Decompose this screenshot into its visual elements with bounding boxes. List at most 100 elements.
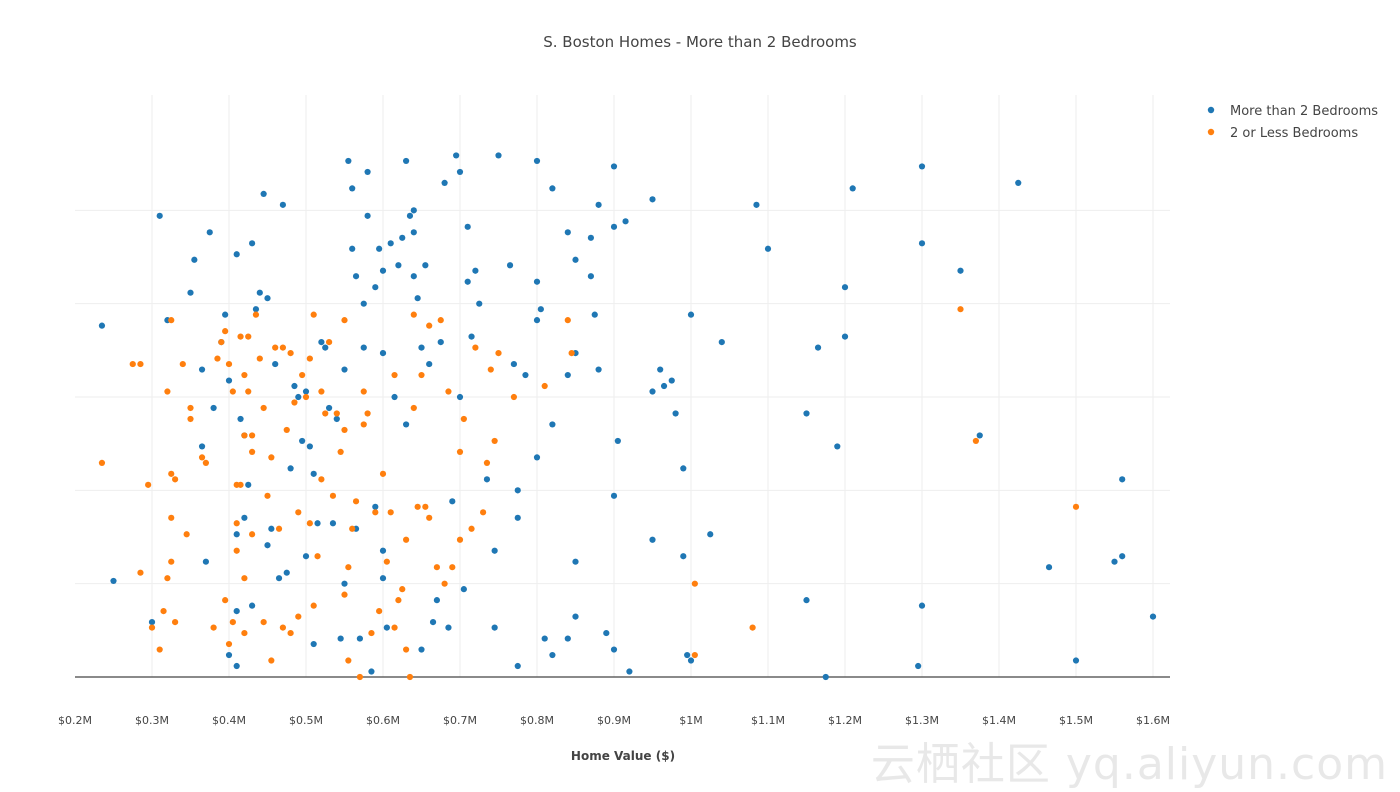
legend-item-more-than-2[interactable]: More than 2 Bedrooms bbox=[1207, 104, 1378, 119]
data-point bbox=[564, 229, 571, 236]
data-point bbox=[976, 432, 983, 439]
data-point bbox=[456, 393, 464, 401]
data-point bbox=[310, 640, 317, 648]
legend-label-2-or-less: 2 or Less Bedrooms bbox=[1230, 126, 1358, 141]
data-point bbox=[368, 629, 375, 637]
data-point bbox=[148, 619, 156, 626]
data-point bbox=[476, 300, 483, 307]
data-point bbox=[326, 404, 333, 412]
data-point bbox=[349, 525, 356, 532]
data-point bbox=[372, 509, 379, 516]
data-point bbox=[379, 349, 387, 357]
data-point bbox=[418, 371, 425, 379]
data-point bbox=[364, 168, 371, 176]
data-point bbox=[229, 619, 236, 626]
data-point bbox=[233, 531, 240, 538]
data-point bbox=[202, 558, 209, 565]
data-point bbox=[487, 366, 494, 373]
data-point bbox=[533, 157, 541, 165]
data-point bbox=[160, 608, 167, 615]
data-point bbox=[522, 371, 529, 379]
data-point bbox=[433, 564, 440, 571]
legend-label-more-than-2: More than 2 Bedrooms bbox=[1230, 104, 1378, 119]
data-point bbox=[333, 415, 340, 423]
data-point bbox=[237, 333, 244, 340]
data-point bbox=[403, 421, 410, 428]
data-point bbox=[1149, 613, 1157, 620]
data-point bbox=[345, 657, 352, 664]
data-point bbox=[595, 201, 602, 208]
data-points bbox=[98, 152, 1157, 681]
data-point bbox=[237, 481, 244, 488]
data-point bbox=[225, 640, 233, 648]
data-point bbox=[306, 355, 313, 362]
data-point bbox=[260, 190, 267, 197]
x-tick-label: $0.5M bbox=[289, 714, 323, 727]
data-point bbox=[915, 662, 922, 670]
legend-item-2-or-less[interactable]: 2 or Less Bedrooms bbox=[1207, 126, 1359, 141]
data-point bbox=[533, 454, 541, 461]
data-point bbox=[564, 317, 571, 324]
x-tick-label: $0.2M bbox=[58, 714, 92, 727]
data-point bbox=[445, 624, 452, 631]
data-point bbox=[275, 525, 283, 532]
legend: More than 2 Bedrooms 2 or Less Bedrooms bbox=[1207, 104, 1378, 141]
data-point bbox=[279, 624, 286, 631]
data-point bbox=[249, 240, 256, 247]
data-point bbox=[410, 404, 417, 412]
data-point bbox=[372, 284, 379, 291]
data-point bbox=[168, 317, 175, 324]
data-point bbox=[460, 415, 467, 423]
data-point bbox=[295, 393, 302, 401]
data-point bbox=[834, 443, 841, 450]
data-point bbox=[98, 459, 106, 466]
data-point bbox=[379, 267, 387, 274]
data-point bbox=[145, 481, 152, 488]
data-point bbox=[506, 262, 514, 269]
x-tick-label: $0.8M bbox=[520, 714, 554, 727]
data-point bbox=[464, 223, 471, 230]
data-point bbox=[668, 377, 675, 384]
data-point bbox=[241, 371, 248, 379]
data-point bbox=[472, 267, 479, 274]
data-point bbox=[572, 558, 579, 565]
series-1 bbox=[98, 306, 1080, 681]
data-point bbox=[399, 586, 406, 593]
data-point bbox=[310, 602, 317, 609]
data-point bbox=[391, 624, 398, 631]
data-point bbox=[387, 509, 394, 516]
data-point bbox=[225, 377, 233, 384]
data-point bbox=[222, 597, 229, 604]
data-point bbox=[441, 179, 448, 186]
data-point bbox=[1045, 564, 1053, 571]
data-point bbox=[256, 355, 263, 362]
data-point bbox=[314, 520, 321, 527]
data-point bbox=[341, 591, 348, 598]
data-point bbox=[306, 443, 313, 450]
data-point bbox=[456, 448, 464, 456]
x-tick-label: $1.1M bbox=[751, 714, 785, 727]
data-point bbox=[803, 410, 810, 417]
data-point bbox=[510, 393, 517, 401]
data-point bbox=[222, 311, 229, 318]
data-point bbox=[341, 426, 348, 434]
data-point bbox=[514, 487, 521, 494]
data-point bbox=[414, 503, 421, 510]
data-point bbox=[264, 542, 271, 549]
data-point bbox=[252, 306, 260, 313]
data-point bbox=[406, 673, 414, 681]
legend-marker-blue-icon bbox=[1207, 106, 1215, 114]
data-point bbox=[168, 470, 175, 477]
data-point bbox=[241, 514, 248, 521]
data-point bbox=[483, 459, 491, 466]
data-point bbox=[383, 558, 390, 565]
data-point bbox=[260, 404, 267, 412]
data-point bbox=[456, 168, 464, 176]
data-point bbox=[426, 360, 433, 368]
data-point bbox=[98, 322, 106, 329]
data-point bbox=[272, 360, 279, 368]
data-point bbox=[410, 311, 417, 318]
data-point bbox=[541, 382, 548, 390]
data-point bbox=[360, 344, 367, 351]
data-point bbox=[341, 580, 348, 587]
